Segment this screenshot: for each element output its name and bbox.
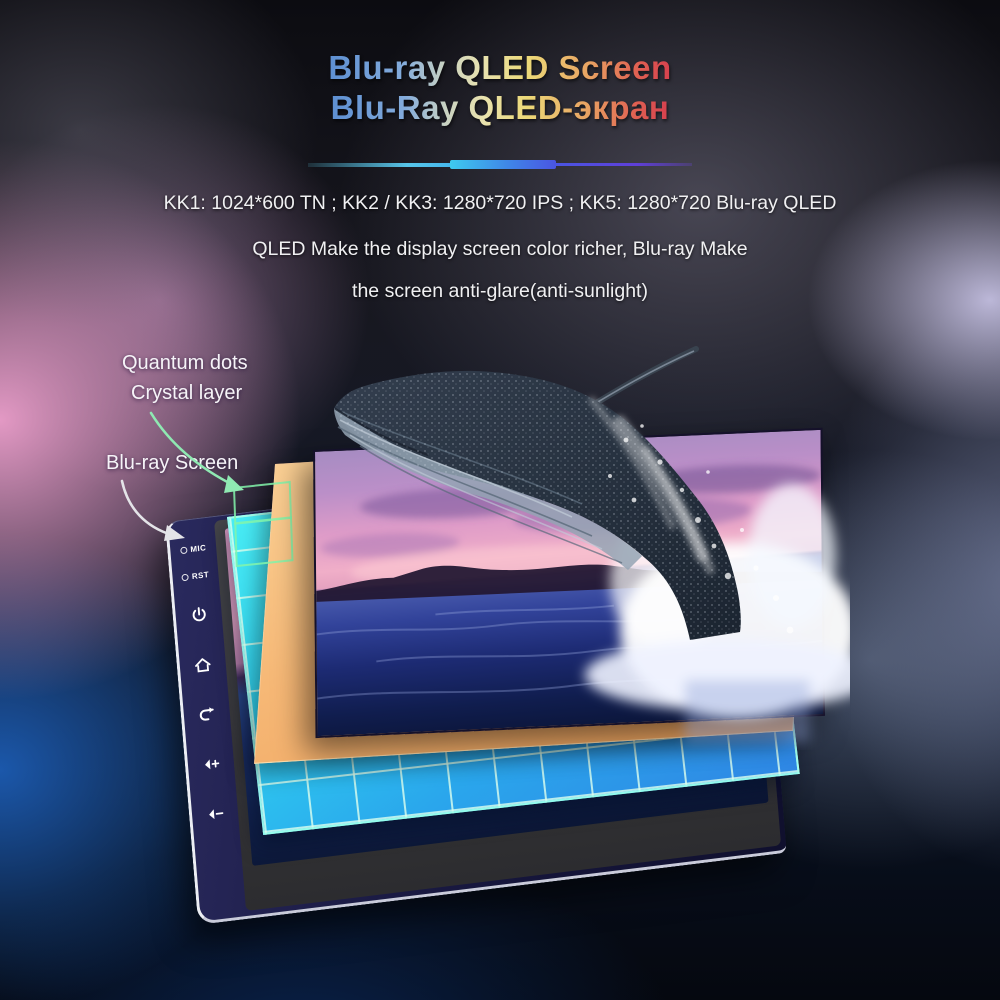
volume-down-button: [190, 786, 240, 841]
spec-line-qled: QLED Make the display screen color riche…: [252, 238, 748, 260]
spec-description: KK1: 1024*600 TN ; KK2 / KK3: 1280*720 I…: [0, 192, 1000, 303]
car-stereo-device: MIC RST: [165, 449, 787, 925]
volume-up-icon: [205, 759, 220, 770]
volume-up-button: [186, 736, 236, 791]
rst-row: RST: [181, 561, 210, 591]
divider-segment-center: [450, 160, 556, 169]
bluray-arrow-curve: [120, 479, 174, 537]
home-icon: [195, 657, 211, 672]
rst-hole-icon: [181, 573, 190, 582]
title-row-ru: Blu-Ray QLED-экран: [0, 88, 1000, 128]
label-quantum-dots: Quantum dots: [122, 352, 248, 374]
divider-segment-right: [556, 163, 692, 166]
page-title-russian: Blu-Ray QLED-экран: [330, 89, 670, 126]
headline-block: Blu-ray QLED Screen Blu-Ray QLED-экран: [0, 48, 1000, 128]
power-button: [174, 587, 224, 642]
spec-line-resolutions: KK1: 1024*600 TN ; KK2 / KK3: 1280*720 I…: [163, 192, 837, 214]
bluray-screen-layer: [313, 427, 826, 739]
divider-segment-left: [308, 162, 450, 167]
power-icon: [192, 606, 206, 621]
wave-highlights: [316, 604, 823, 700]
page-title: Blu-ray QLED Screen: [328, 49, 672, 86]
spec-line-antiglare: the screen anti-glare(anti-sunlight): [352, 280, 648, 302]
quantum-arrow-curve: [149, 411, 237, 488]
rst-label: RST: [191, 570, 210, 582]
label-crystal-layer: Crystal layer: [131, 382, 243, 404]
back-button: [182, 687, 232, 742]
title-row-en: Blu-ray QLED Screen: [0, 48, 1000, 88]
mic-row: MIC: [179, 534, 207, 564]
whale-fin: [582, 346, 699, 413]
mic-label: MIC: [190, 543, 207, 555]
title-divider: [0, 160, 1000, 169]
home-button: [178, 637, 228, 692]
crystal-grid-wireframe: [233, 480, 294, 568]
volume-down-icon: [209, 809, 224, 820]
device-bezel: MIC RST: [168, 517, 246, 922]
mic-hole-icon: [180, 546, 188, 555]
ocean-sunset-scene: [316, 464, 823, 700]
label-bluray-screen: Blu-ray Screen: [106, 452, 239, 474]
back-icon: [199, 707, 214, 721]
